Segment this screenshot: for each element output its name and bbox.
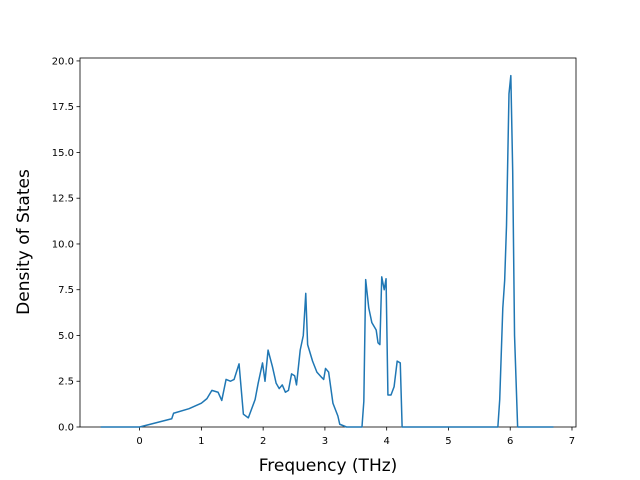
y-tick-label: 0.0 xyxy=(58,423,74,434)
y-tick-label: 17.5 xyxy=(52,102,74,113)
y-tick-label: 20.0 xyxy=(52,56,74,67)
y-tick-label: 12.5 xyxy=(52,194,74,205)
x-tick-label: 7 xyxy=(569,436,575,447)
axes-frame xyxy=(79,57,577,428)
x-tick-label: 4 xyxy=(383,436,389,447)
y-tick-label: 15.0 xyxy=(52,148,74,159)
dos-line xyxy=(100,74,554,428)
x-tick-label: 1 xyxy=(198,436,204,447)
y-tick-label: 2.5 xyxy=(58,377,74,388)
x-tick-label: 2 xyxy=(260,436,266,447)
y-axis-label: Density of States xyxy=(14,169,34,315)
x-tick-label: 0 xyxy=(136,436,142,447)
x-axis-label: Frequency (THz) xyxy=(259,456,398,476)
y-tick-label: 10.0 xyxy=(52,239,74,250)
y-tick-label: 7.5 xyxy=(58,285,74,296)
x-tick-label: 6 xyxy=(507,436,513,447)
x-tick-label: 5 xyxy=(445,436,451,447)
x-tick-label: 3 xyxy=(322,436,328,447)
y-tick-label: 5.0 xyxy=(58,331,74,342)
